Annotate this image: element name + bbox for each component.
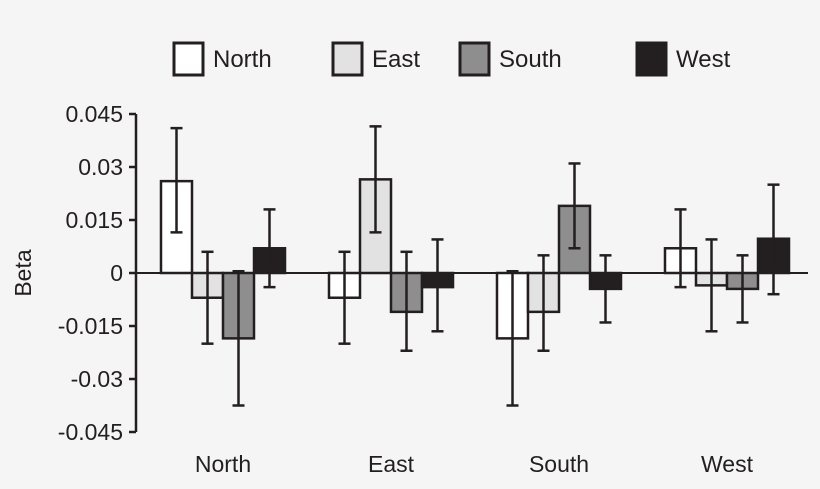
y-axis-label: Beta xyxy=(10,249,36,297)
legend-label: West xyxy=(676,46,731,73)
legend-swatch xyxy=(331,41,364,77)
x-tick-label-west: West xyxy=(701,451,754,477)
error-bar xyxy=(400,250,413,352)
legend-swatch xyxy=(458,41,491,77)
y-tick-label: -0.015 xyxy=(58,313,123,339)
legend-label: East xyxy=(372,46,420,73)
error-bar xyxy=(263,208,276,289)
error-bar xyxy=(431,238,444,333)
y-tick-label: -0.03 xyxy=(71,366,123,392)
error-bar xyxy=(674,208,687,289)
y-tick-label: 0 xyxy=(110,260,123,286)
error-bar xyxy=(736,254,749,324)
y-tick-label: 0.015 xyxy=(65,207,123,233)
y-tick-label: -0.045 xyxy=(58,419,123,445)
legend-item-south: South xyxy=(458,41,562,77)
legend-item-north: North xyxy=(172,41,272,77)
error-bar xyxy=(338,250,351,345)
legend-label: South xyxy=(499,46,562,73)
x-tick-label-south: South xyxy=(529,451,589,477)
y-tick-label: 0.045 xyxy=(65,101,123,127)
error-bar xyxy=(201,250,214,345)
legend-item-east: East xyxy=(331,41,420,77)
error-bar xyxy=(767,183,780,296)
chart-legend: North East South West xyxy=(172,41,731,77)
x-tick-label-east: East xyxy=(368,451,415,477)
error-bar xyxy=(568,162,581,250)
y-axis: 0.045 0.03 0.015 0 -0.015 -0.03 -0.045 xyxy=(58,101,808,445)
error-bar xyxy=(537,254,550,352)
x-tick-label-north: North xyxy=(195,451,251,477)
bar-series xyxy=(159,125,791,407)
error-bar xyxy=(369,125,382,234)
legend-swatch xyxy=(172,41,205,77)
legend-swatch xyxy=(635,41,668,77)
error-bar xyxy=(170,126,183,234)
error-bar xyxy=(705,238,718,333)
y-tick-label: 0.03 xyxy=(78,154,123,180)
legend-item-west: West xyxy=(635,41,731,77)
x-axis: North East South West xyxy=(195,451,754,477)
error-bar xyxy=(506,269,519,407)
legend-label: North xyxy=(213,46,272,73)
error-bar xyxy=(599,254,612,324)
error-bar xyxy=(232,269,245,407)
